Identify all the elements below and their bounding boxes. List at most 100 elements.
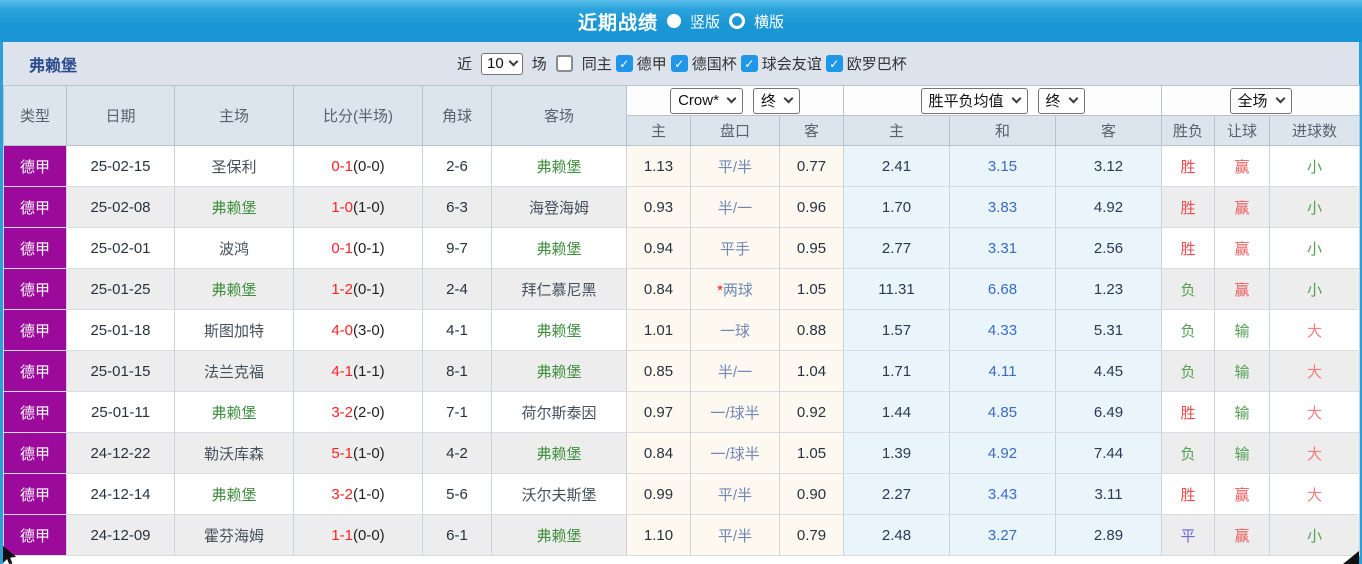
match-row: 德甲 24-12-09 霍芬海姆 1-1(0-0) 6-1 弗赖堡 1.10 平/半 0.79 2… xyxy=(3,514,1361,556)
home-team-cell: 弗赖堡 xyxy=(174,186,294,228)
score-cell: 4-0(3-0) xyxy=(293,309,423,351)
league-checkbox-dfb-pokal[interactable]: ✓ xyxy=(670,55,688,72)
avg-win-cell: 1.39 xyxy=(843,432,951,474)
league-cell: 德甲 xyxy=(3,186,67,228)
date-cell: 24-12-09 xyxy=(66,514,175,556)
same-home-checkbox[interactable] xyxy=(555,55,573,72)
date-cell: 25-02-01 xyxy=(66,227,175,269)
horizontal-layout-radio-icon[interactable] xyxy=(729,13,745,29)
avg-draw-cell: 3.27 xyxy=(949,514,1057,556)
league-label-club-friendly[interactable]: 球会友谊 xyxy=(761,56,822,73)
results-table: 类型 日期 主场 比分(半场) 角球 客场 Crow* 终 xyxy=(3,85,1361,556)
home-odds-cell: 0.97 xyxy=(626,391,691,433)
result-cell: 胜 xyxy=(1161,391,1216,433)
league-checkbox-club-friendly[interactable]: ✓ xyxy=(740,55,758,72)
horizontal-layout-label[interactable]: 横版 xyxy=(754,13,785,31)
avg-win-cell: 2.27 xyxy=(843,473,951,515)
corners-cell: 6-1 xyxy=(422,514,492,556)
header-away: 客场 xyxy=(491,85,627,146)
vertical-layout-label[interactable]: 竖版 xyxy=(689,13,720,31)
handicap-cell: 一/球半 xyxy=(690,391,780,433)
header-type: 类型 xyxy=(3,85,67,146)
handicap-result-cell: 输 xyxy=(1214,309,1271,351)
home-odds-cell: 0.84 xyxy=(626,432,691,474)
result-cell: 平 xyxy=(1161,514,1216,556)
result-cell: 胜 xyxy=(1161,186,1216,228)
handicap-result-cell: 赢 xyxy=(1214,227,1271,269)
result-cell: 胜 xyxy=(1161,145,1216,187)
league-cell: 德甲 xyxy=(3,350,67,392)
match-row: 德甲 24-12-14 弗赖堡 3-2(1-0) 5-6 沃尔夫斯堡 0.99 平/半 0.90… xyxy=(3,473,1361,515)
avg-lose-cell: 4.92 xyxy=(1055,186,1163,228)
home-odds-cell: 1.10 xyxy=(626,514,691,556)
league-cell: 德甲 xyxy=(3,268,67,310)
league-label-dfb-pokal[interactable]: 德国杯 xyxy=(691,56,737,73)
home-odds-cell: 0.85 xyxy=(626,350,691,392)
league-label-bundesliga[interactable]: 德甲 xyxy=(636,56,667,73)
away-team-cell: 弗赖堡 xyxy=(491,350,627,392)
league-checkbox-bundesliga[interactable]: ✓ xyxy=(615,55,633,72)
subheader-handicap: 盘口 xyxy=(690,115,780,146)
away-odds-cell: 0.90 xyxy=(779,473,845,515)
home-team-cell: 斯图加特 xyxy=(174,309,294,351)
subheader-result: 胜负 xyxy=(1161,115,1216,146)
date-cell: 25-02-15 xyxy=(66,145,175,187)
odds-time-select[interactable]: 终 xyxy=(752,87,800,114)
goals-cell: 小 xyxy=(1269,145,1361,187)
goals-cell: 小 xyxy=(1269,227,1361,269)
odds-company-select[interactable]: Crow* xyxy=(670,87,743,114)
handicap-cell: 半/一 xyxy=(690,186,780,228)
average-group-header: 胜平负均值 终 xyxy=(843,85,1163,116)
corners-cell: 4-2 xyxy=(422,432,492,474)
chevron-down-icon xyxy=(726,93,737,104)
handicap-cell: 平/半 xyxy=(690,145,780,187)
goals-cell: 大 xyxy=(1269,391,1361,433)
match-count-select[interactable]: 10 xyxy=(481,52,523,75)
score-cell: 3-2(1-0) xyxy=(293,473,423,515)
average-time-select[interactable]: 终 xyxy=(1037,87,1085,114)
score-cell: 0-1(0-1) xyxy=(293,227,423,269)
header-home: 主场 xyxy=(174,85,294,146)
header-score: 比分(半场) xyxy=(293,85,423,146)
away-odds-cell: 0.92 xyxy=(779,391,845,433)
home-team-cell: 弗赖堡 xyxy=(174,473,294,515)
league-cell: 德甲 xyxy=(3,514,67,556)
same-home-label: 同主 xyxy=(581,56,612,73)
away-odds-cell: 1.05 xyxy=(779,432,845,474)
goals-cell: 大 xyxy=(1269,350,1361,392)
subheader-handicap-result: 让球 xyxy=(1214,115,1271,146)
avg-draw-cell: 3.31 xyxy=(949,227,1057,269)
match-row: 德甲 24-12-22 勒沃库森 5-1(1-0) 4-2 弗赖堡 0.84 一/球半 1.05… xyxy=(3,432,1361,474)
games-label: 场 xyxy=(531,56,547,73)
handicap-cell: 一/球半 xyxy=(690,432,780,474)
handicap-cell: 平手 xyxy=(690,227,780,269)
home-odds-cell: 1.13 xyxy=(626,145,691,187)
league-checkbox-europa-league[interactable]: ✓ xyxy=(825,55,843,72)
handicap-result-cell: 赢 xyxy=(1214,473,1271,515)
league-label-europa-league[interactable]: 欧罗巴杯 xyxy=(846,56,907,73)
avg-lose-cell: 2.56 xyxy=(1055,227,1163,269)
page-title: 近期战绩 xyxy=(577,12,658,34)
chevron-down-icon xyxy=(508,56,519,67)
avg-draw-cell: 3.83 xyxy=(949,186,1057,228)
handicap-result-cell: 输 xyxy=(1214,350,1271,392)
table-header-row-groups: 类型 日期 主场 比分(半场) 角球 客场 Crow* 终 xyxy=(3,85,1361,146)
league-cell: 德甲 xyxy=(3,145,67,187)
away-team-cell: 弗赖堡 xyxy=(491,227,627,269)
corners-cell: 6-3 xyxy=(422,186,492,228)
average-type-select[interactable]: 胜平负均值 xyxy=(920,87,1028,114)
corners-cell: 2-6 xyxy=(422,145,492,187)
scope-select[interactable]: 全场 xyxy=(1229,87,1292,114)
home-team-cell: 勒沃库森 xyxy=(174,432,294,474)
subheader-avg-win: 主 xyxy=(843,115,951,146)
vertical-layout-radio-icon[interactable] xyxy=(666,14,681,28)
match-row: 德甲 25-02-01 波鸿 0-1(0-1) 9-7 弗赖堡 0.94 平手 0.95 2.77… xyxy=(3,227,1361,269)
goals-cell: 大 xyxy=(1269,473,1361,515)
avg-lose-cell: 3.11 xyxy=(1055,473,1163,515)
avg-draw-cell: 4.11 xyxy=(949,350,1057,392)
avg-win-cell: 1.70 xyxy=(843,186,951,228)
away-team-cell: 荷尔斯泰因 xyxy=(491,391,627,433)
score-cell: 1-2(0-1) xyxy=(293,268,423,310)
away-odds-cell: 1.05 xyxy=(779,268,845,310)
result-cell: 负 xyxy=(1161,309,1216,351)
